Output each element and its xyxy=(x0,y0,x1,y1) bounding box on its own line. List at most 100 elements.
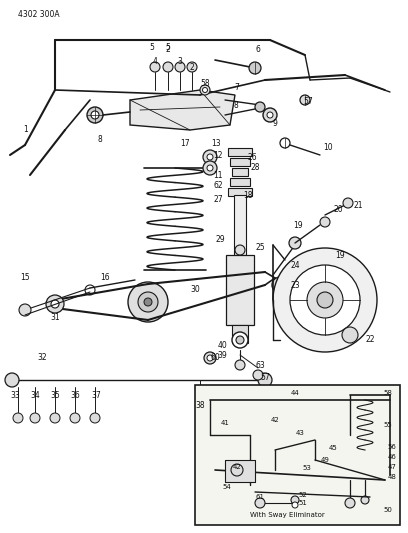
Circle shape xyxy=(207,154,213,160)
Circle shape xyxy=(267,112,273,118)
Circle shape xyxy=(249,62,261,74)
Text: 33: 33 xyxy=(10,391,20,400)
Text: 37: 37 xyxy=(91,391,101,400)
Circle shape xyxy=(317,292,333,308)
Circle shape xyxy=(30,413,40,423)
Text: 11: 11 xyxy=(213,171,223,180)
Circle shape xyxy=(87,107,103,123)
Text: 52: 52 xyxy=(299,492,307,498)
Text: 29: 29 xyxy=(215,236,225,245)
Text: 35: 35 xyxy=(50,391,60,400)
Text: 34: 34 xyxy=(30,391,40,400)
Circle shape xyxy=(203,161,217,175)
Text: 41: 41 xyxy=(221,420,229,426)
Text: 40: 40 xyxy=(217,341,227,350)
Text: 45: 45 xyxy=(328,445,337,451)
Text: 4: 4 xyxy=(153,58,157,67)
Text: 21: 21 xyxy=(353,200,363,209)
Text: 31: 31 xyxy=(50,313,60,322)
Text: 17: 17 xyxy=(180,139,190,148)
Text: 1: 1 xyxy=(24,125,29,134)
Bar xyxy=(232,168,248,176)
Circle shape xyxy=(292,502,298,508)
Text: 46: 46 xyxy=(388,454,397,460)
Text: 5: 5 xyxy=(150,44,155,52)
Circle shape xyxy=(90,413,100,423)
Circle shape xyxy=(263,108,277,122)
Polygon shape xyxy=(130,90,235,130)
Circle shape xyxy=(207,165,213,171)
Circle shape xyxy=(50,413,60,423)
Text: 54: 54 xyxy=(223,484,231,490)
Circle shape xyxy=(291,496,299,504)
Text: 57: 57 xyxy=(260,374,270,383)
Circle shape xyxy=(19,304,31,316)
Circle shape xyxy=(253,370,263,380)
Text: 58: 58 xyxy=(200,78,210,87)
Text: 3: 3 xyxy=(177,58,182,67)
Circle shape xyxy=(289,237,301,249)
Circle shape xyxy=(202,87,208,93)
Text: 2: 2 xyxy=(190,63,194,72)
Circle shape xyxy=(231,464,243,476)
Text: 30: 30 xyxy=(190,286,200,295)
Circle shape xyxy=(235,245,245,255)
Text: 9: 9 xyxy=(273,118,277,127)
Text: 24: 24 xyxy=(290,261,300,270)
Circle shape xyxy=(204,352,216,364)
Bar xyxy=(195,385,400,525)
Text: 12: 12 xyxy=(213,150,223,159)
Text: 4302 300A: 4302 300A xyxy=(18,10,60,19)
Circle shape xyxy=(343,198,353,208)
Text: 26: 26 xyxy=(247,154,257,163)
Text: 19: 19 xyxy=(293,221,303,230)
Circle shape xyxy=(255,102,265,112)
Text: 62: 62 xyxy=(213,181,223,190)
Circle shape xyxy=(235,360,245,370)
Text: 8: 8 xyxy=(234,101,238,109)
Bar xyxy=(230,178,250,186)
Text: 20: 20 xyxy=(333,206,343,214)
Circle shape xyxy=(345,498,355,508)
Circle shape xyxy=(258,373,272,387)
Text: 43: 43 xyxy=(295,430,304,436)
Text: 36: 36 xyxy=(70,391,80,400)
Text: 47: 47 xyxy=(388,464,397,470)
Bar xyxy=(226,255,254,325)
Circle shape xyxy=(307,282,343,318)
Circle shape xyxy=(175,62,185,72)
Bar xyxy=(225,460,255,482)
Circle shape xyxy=(273,248,377,352)
Text: 61: 61 xyxy=(255,494,264,500)
Circle shape xyxy=(51,300,59,308)
Circle shape xyxy=(138,292,158,312)
Text: 60: 60 xyxy=(210,353,220,362)
Text: 51: 51 xyxy=(299,500,308,506)
Bar xyxy=(234,195,246,255)
Circle shape xyxy=(46,295,64,313)
Text: 63: 63 xyxy=(255,360,265,369)
Bar xyxy=(232,325,248,343)
Text: 50: 50 xyxy=(384,507,392,513)
Circle shape xyxy=(232,332,248,348)
Text: With Sway Eliminator: With Sway Eliminator xyxy=(250,512,325,518)
Text: 57: 57 xyxy=(303,98,313,107)
Text: 28: 28 xyxy=(250,164,260,173)
Text: 55: 55 xyxy=(384,422,392,428)
Circle shape xyxy=(300,95,310,105)
Text: 2: 2 xyxy=(166,45,171,54)
Circle shape xyxy=(272,277,288,293)
Text: 48: 48 xyxy=(388,474,397,480)
Text: 27: 27 xyxy=(213,196,223,205)
Text: 39: 39 xyxy=(217,351,227,359)
Circle shape xyxy=(207,355,213,361)
Text: 10: 10 xyxy=(323,143,333,152)
Circle shape xyxy=(255,498,265,508)
Circle shape xyxy=(163,62,173,72)
Circle shape xyxy=(203,150,217,164)
Circle shape xyxy=(320,217,330,227)
Text: 15: 15 xyxy=(20,273,30,282)
Text: 22: 22 xyxy=(365,335,375,344)
Text: 16: 16 xyxy=(100,273,110,282)
Text: 44: 44 xyxy=(290,390,299,396)
